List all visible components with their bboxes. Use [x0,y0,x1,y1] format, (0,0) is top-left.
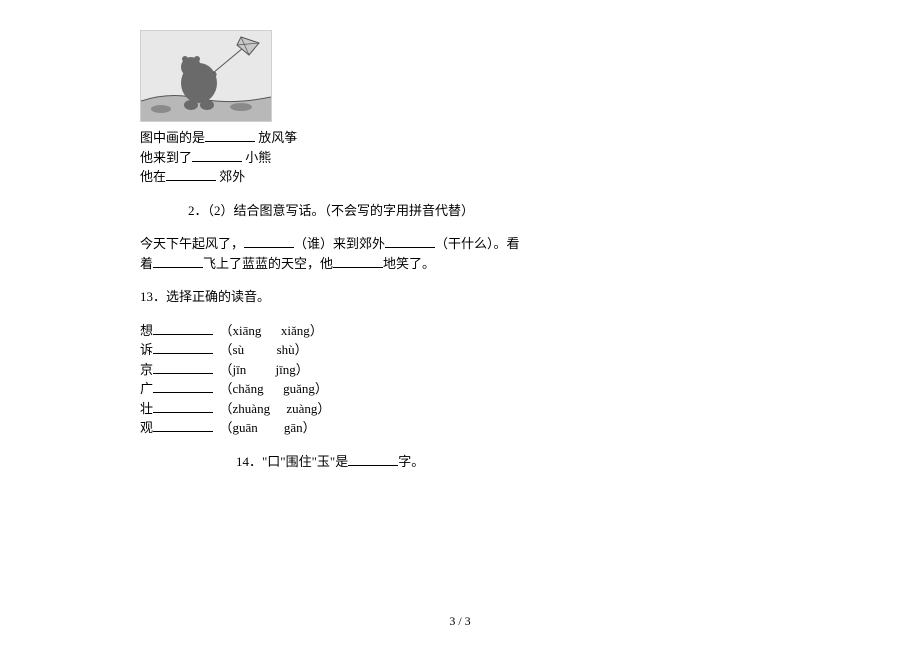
reading-b: guǎng [283,381,315,396]
blank[interactable] [244,234,294,248]
reading-b: xiǎng [281,323,310,338]
reading-a: xiāng [233,323,262,338]
reading-row: 壮 （zhuàng zuàng） [140,399,800,419]
q2-a: 今天下午起风了， [140,236,244,251]
blank[interactable] [348,452,398,466]
q14-post: 字。 [398,454,424,469]
q2-c: （干什么）。看 [435,236,520,251]
reading-b: gān [284,420,303,435]
reading-a: jīn [233,362,247,377]
reading-a: chǎng [233,381,264,396]
q2-title: 2．（2）结合图意写话。（不会写的字用拼音代替） [140,201,800,221]
blank[interactable] [385,234,435,248]
blank[interactable] [166,167,216,181]
blank[interactable] [153,379,213,393]
reading-char: 观 [140,420,153,435]
q2-b: （谁）来到郊外 [294,236,385,251]
reading-a: guān [233,420,258,435]
line-2: 他来到了 小熊 [140,148,800,168]
reading-char: 壮 [140,401,153,416]
reading-row: 观 （guān gān） [140,418,800,438]
line-3-post: 郊外 [216,169,245,184]
reading-b: shù [277,342,295,357]
q14-pre: 14．"口"围住"玉"是 [236,454,348,469]
reading-char: 京 [140,362,153,377]
page-content: 图中画的是 放风筝 他来到了 小熊 他在 郊外 2．（2）结合图意写话。（不会写… [0,0,920,471]
blank[interactable] [153,399,213,413]
blank[interactable] [205,128,255,142]
reading-row: 想 （xiāng xiǎng） [140,321,800,341]
blank[interactable] [153,418,213,432]
reading-row: 京 （jīn jīng） [140,360,800,380]
blank[interactable] [333,254,383,268]
reading-b: zuàng [286,401,317,416]
reading-b: jīng [276,362,296,377]
line-3-pre: 他在 [140,169,166,184]
blank[interactable] [153,360,213,374]
q2-e: 飞上了蓝蓝的天空，他 [203,256,333,271]
blank[interactable] [153,254,203,268]
reading-char: 想 [140,323,153,338]
reading-char: 广 [140,381,153,396]
q14: 14．"口"围住"玉"是 字。 [140,452,800,472]
blank[interactable] [153,340,213,354]
line-1-pre: 图中画的是 [140,130,205,145]
q2-body: 今天下午起风了， （谁）来到郊外 （干什么）。看 着 飞上了蓝蓝的天空，他 地笑了。 [140,234,800,273]
q2-d: 着 [140,256,153,271]
q13-title: 13．选择正确的读音。 [140,287,800,307]
reading-a: sù [233,342,245,357]
q2-f: 地笑了。 [383,256,435,271]
q13-rows: 想 （xiāng xiǎng） 诉 （sù shù） 京 （jīn jīng） … [140,321,800,438]
blank[interactable] [153,321,213,335]
reading-row: 诉 （sù shù） [140,340,800,360]
page-number: 3 / 3 [0,612,920,630]
line-2-post: 小熊 [242,150,271,165]
reading-a: zhuàng [233,401,271,416]
reading-row: 广 （chǎng guǎng） [140,379,800,399]
blank[interactable] [192,148,242,162]
reading-char: 诉 [140,342,153,357]
line-3: 他在 郊外 [140,167,800,187]
line-1: 图中画的是 放风筝 [140,128,800,148]
line-1-post: 放风筝 [255,130,297,145]
illustration-bear-kite [140,30,272,122]
line-2-pre: 他来到了 [140,150,192,165]
